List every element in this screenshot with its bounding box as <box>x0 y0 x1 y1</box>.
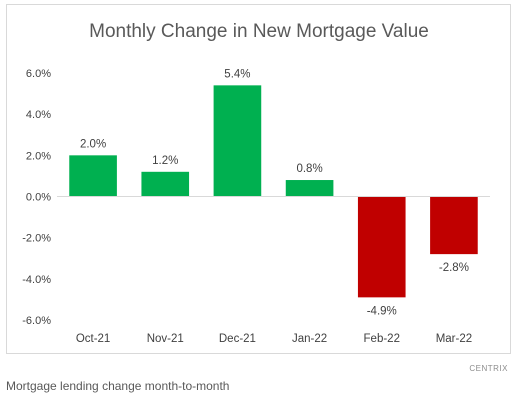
y-tick-label: -2.0% <box>22 233 51 245</box>
source-credit: CENTRIX <box>469 364 508 373</box>
x-tick-label: Oct-21 <box>76 333 111 345</box>
y-tick-label: 6.0% <box>26 68 51 80</box>
bar <box>213 85 262 197</box>
bar-chart: Monthly Change in New Mortgage Value 6.0… <box>22 21 490 345</box>
y-tick-label: 4.0% <box>26 109 51 121</box>
bar <box>357 196 406 298</box>
x-tick-label: Dec-21 <box>219 333 256 345</box>
bar-value-label: -4.9% <box>367 305 397 317</box>
figure-caption: Mortgage lending change month-to-month <box>6 379 230 393</box>
x-tick-label: Mar-22 <box>436 333 472 345</box>
bar-value-label: 5.4% <box>224 68 250 80</box>
chart-frame: Monthly Change in New Mortgage Value 6.0… <box>6 4 511 354</box>
y-tick-label: -4.0% <box>22 274 51 286</box>
bar <box>285 180 334 197</box>
bar-value-label: 0.8% <box>296 163 322 175</box>
x-tick-label: Jan-22 <box>292 333 327 345</box>
bar-value-label: -2.8% <box>439 262 469 274</box>
bar-value-label: 1.2% <box>152 155 178 167</box>
chart-title: Monthly Change in New Mortgage Value <box>89 21 429 42</box>
bar <box>141 171 190 197</box>
y-tick-label: 2.0% <box>26 150 51 162</box>
x-axis-labels: Oct-21 Nov-21 Dec-21 Jan-22 Feb-22 Mar-22 <box>76 333 472 345</box>
bar <box>430 196 478 255</box>
y-tick-label: -6.0% <box>22 315 51 327</box>
x-tick-label: Nov-21 <box>147 333 184 345</box>
y-axis-ticks: 6.0% 4.0% 2.0% 0.0% -2.0% -4.0% -6.0% <box>22 68 51 327</box>
y-tick-label: 0.0% <box>26 192 51 204</box>
bars <box>69 85 478 298</box>
bar <box>69 155 117 197</box>
x-tick-label: Feb-22 <box>364 333 400 345</box>
bar-value-label: 2.0% <box>80 138 106 150</box>
data-labels: 2.0% 1.2% 5.4% 0.8% -4.9% -2.8% <box>80 68 469 317</box>
